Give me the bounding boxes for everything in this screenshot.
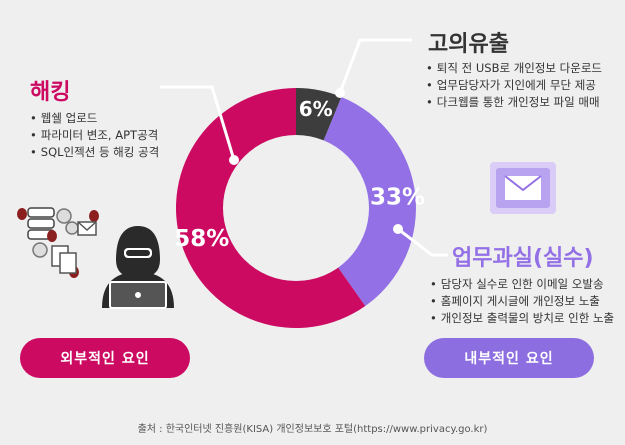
hacker-illustration xyxy=(17,207,174,309)
envelope-icon xyxy=(490,162,556,214)
internal-factor-label: 내부적인 요인 xyxy=(424,338,594,378)
hacking-bullet: 파라미터 변조, APT공격 xyxy=(30,127,159,144)
leak-bullets: 퇴직 전 USB로 개인정보 다운로드 업무담당자가 지인에게 무단 제공 다크… xyxy=(426,60,602,111)
mistake-bullets: 담당자 실수로 인한 이메일 오발송 홈페이지 게시글에 개인정보 노출 개인정… xyxy=(430,276,614,327)
hacker-icon xyxy=(102,226,174,309)
hacking-bullet: SQL인젝션 등 해킹 공격 xyxy=(30,144,159,161)
source-note: 출처 : 한국인터넷 진흥원(KISA) 개인정보보호 포털(https://w… xyxy=(137,424,488,435)
mistake-title: 업무과실(실수) xyxy=(452,246,594,271)
hacking-bullet: 웹쉘 업로드 xyxy=(30,110,159,127)
gear-icon xyxy=(32,208,79,258)
hacking-title: 해킹 xyxy=(30,80,71,105)
donut-hole xyxy=(223,135,369,281)
document-icon xyxy=(51,245,77,274)
value-label-hacking: 58% xyxy=(174,226,229,252)
connector-hacking xyxy=(160,85,236,161)
leak-bullet: 퇴직 전 USB로 개인정보 다운로드 xyxy=(426,60,602,77)
leak-bullet: 다크웹를 통한 개인정보 파일 매매 xyxy=(426,94,602,111)
leak-bullet: 업무담당자가 지인에게 무단 제공 xyxy=(426,77,602,94)
connector-dot-leak xyxy=(335,88,345,98)
connector-dot-mistake xyxy=(393,224,403,234)
hacking-bullets: 웹쉘 업로드 파라미터 변조, APT공격 SQL인젝션 등 해킹 공격 xyxy=(30,110,159,161)
mistake-bullet: 개인정보 출력물의 방치로 인한 노출 xyxy=(430,310,614,327)
mistake-bullet: 홈페이지 게시글에 개인정보 노출 xyxy=(430,293,614,310)
external-factor-label: 외부적인 요인 xyxy=(20,338,190,378)
leak-title: 고의유출 xyxy=(428,32,509,57)
connector-dot-hacking xyxy=(229,155,239,165)
envelope-illustration xyxy=(490,162,556,214)
value-label-leak: 6% xyxy=(299,97,333,121)
connector-mistake xyxy=(397,227,448,257)
mail-icon xyxy=(77,221,97,236)
callout-connectors xyxy=(160,38,448,257)
mistake-bullet: 담당자 실수로 인한 이메일 오발송 xyxy=(430,276,614,293)
connector-leak xyxy=(338,38,412,94)
value-label-mistake: 33% xyxy=(370,184,425,210)
